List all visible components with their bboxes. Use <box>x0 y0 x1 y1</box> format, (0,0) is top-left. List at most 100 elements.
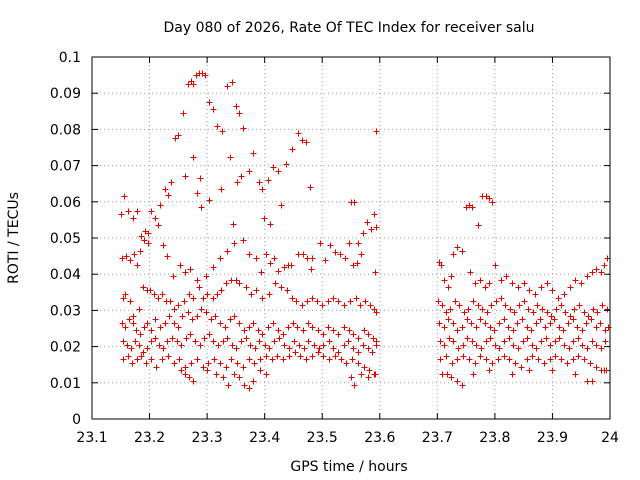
x-tick-label: 23.6 <box>364 430 395 446</box>
data-point <box>261 215 268 222</box>
x-tick-labels: 23.1 23.2 23.3 23.4 23.5 23.6 23.7 23.8 23.9 24 <box>76 430 619 446</box>
data-point <box>203 273 210 280</box>
data-point <box>589 378 596 385</box>
data-point <box>584 345 591 352</box>
data-point <box>361 327 368 334</box>
data-point <box>246 356 253 363</box>
data-point <box>200 364 207 371</box>
axis-ticks <box>91 56 611 420</box>
data-point <box>325 298 332 305</box>
data-point <box>330 327 337 334</box>
x-tick-label: 23.1 <box>76 430 107 446</box>
data-point <box>257 367 264 374</box>
data-point <box>162 186 169 193</box>
data-point <box>445 316 452 323</box>
data-point <box>165 353 172 360</box>
data-point <box>486 195 493 202</box>
data-point <box>267 221 274 228</box>
data-point <box>360 342 367 349</box>
data-point <box>593 342 600 349</box>
data-point <box>265 324 272 331</box>
data-point <box>238 173 245 180</box>
data-point <box>156 342 163 349</box>
data-point <box>571 306 578 313</box>
data-point <box>319 302 326 309</box>
data-point <box>175 132 182 139</box>
data-point <box>133 327 140 334</box>
data-point <box>475 302 482 309</box>
data-point <box>122 324 129 331</box>
data-point <box>172 135 179 142</box>
data-point <box>211 356 218 363</box>
data-point <box>358 251 365 258</box>
data-point <box>224 248 231 255</box>
data-point <box>214 123 221 130</box>
data-point <box>498 295 505 302</box>
data-point <box>233 345 240 352</box>
data-point <box>189 316 196 323</box>
data-point <box>368 226 375 233</box>
data-point <box>464 316 471 323</box>
data-point <box>186 291 193 298</box>
data-point <box>444 371 451 378</box>
data-point <box>233 103 240 110</box>
data-point <box>345 338 352 345</box>
data-point <box>351 382 358 389</box>
data-point <box>332 249 339 256</box>
data-point <box>320 353 327 360</box>
data-point <box>304 298 311 305</box>
data-point <box>548 313 555 320</box>
data-point <box>477 353 484 360</box>
data-point <box>300 327 307 334</box>
data-point <box>561 291 568 298</box>
data-point <box>598 345 605 352</box>
data-point <box>327 242 334 249</box>
data-point <box>510 342 517 349</box>
data-point <box>201 335 208 342</box>
data-point <box>175 324 182 331</box>
data-point <box>182 269 189 276</box>
data-point <box>231 313 238 320</box>
data-point <box>267 260 274 267</box>
data-point <box>159 291 166 298</box>
data-point <box>543 335 550 342</box>
data-point <box>246 385 253 392</box>
data-point <box>459 382 466 389</box>
data-point <box>567 313 574 320</box>
data-point <box>555 295 562 302</box>
data-point <box>272 280 279 287</box>
data-point <box>276 335 283 342</box>
data-point <box>581 356 588 363</box>
data-point <box>360 230 367 237</box>
data-point <box>570 338 577 345</box>
data-point <box>364 219 371 226</box>
data-point <box>525 306 532 313</box>
data-point <box>335 331 342 338</box>
data-point <box>498 277 505 284</box>
data-point <box>454 244 461 251</box>
data-point <box>240 364 247 371</box>
data-point <box>448 273 455 280</box>
data-point <box>541 360 548 367</box>
data-point <box>350 331 357 338</box>
data-point <box>320 342 327 349</box>
x-tick-label: 23.7 <box>422 430 453 446</box>
data-point <box>246 168 253 175</box>
data-point <box>148 327 155 334</box>
data-point <box>307 184 314 191</box>
data-point <box>482 284 489 291</box>
data-point <box>138 233 145 240</box>
data-point <box>153 364 160 371</box>
data-point <box>519 316 526 323</box>
data-point <box>450 338 457 345</box>
data-point <box>299 302 306 309</box>
y-tick-label: 0.08 <box>50 122 81 138</box>
data-point <box>192 338 199 345</box>
data-point <box>325 324 332 331</box>
data-point <box>605 324 612 331</box>
data-point <box>140 349 147 356</box>
data-point <box>251 360 258 367</box>
data-point <box>214 291 221 298</box>
data-point <box>332 353 339 360</box>
data-point <box>482 320 489 327</box>
